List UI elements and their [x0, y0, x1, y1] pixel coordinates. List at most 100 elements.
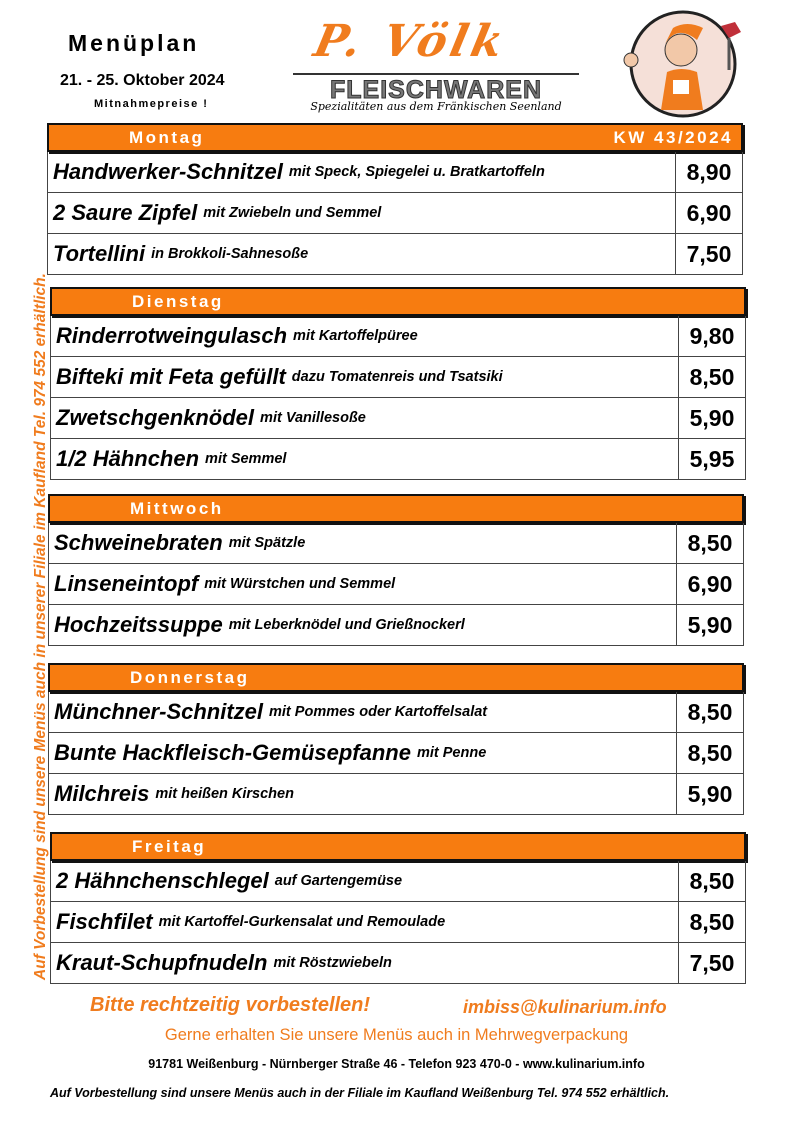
- dish-cell: Fischfilet mit Kartoffel-Gurkensalat und …: [51, 902, 678, 942]
- dish-cell: Hochzeitssuppe mit Leberknödel und Grießn…: [49, 605, 676, 645]
- day-name: Dienstag: [132, 291, 224, 311]
- menu-row: Milchreis mit heißen Kirschen 5,90: [48, 774, 744, 815]
- menu-row: 1/2 Hähnchen mit Semmel 5,95: [50, 439, 746, 480]
- dish-price: 8,50: [678, 861, 745, 901]
- dish-price: 6,90: [676, 564, 743, 604]
- date-range: 21. - 25. Oktober 2024: [60, 72, 225, 89]
- dish-cell: Bunte Hackfleisch-Gemüsepfanne mit Penne: [49, 733, 676, 773]
- day-section-donnerstag: Donnerstag Münchner-Schnitzel mit Pommes o…: [48, 663, 744, 815]
- day-header: Montag KW 43/2024: [47, 123, 743, 152]
- menu-row: Kraut-Schupfnudeln mit Röstzwiebeln 7,50: [50, 943, 746, 984]
- dish-cell: Linseneintopf mit Würstchen und Semmel: [49, 564, 676, 604]
- address-line: 91781 Weißenburg - Nürnberger Straße 46 …: [148, 1057, 645, 1071]
- logo-tagline: Spezialitäten aus dem Fränkischen Seenla…: [310, 100, 562, 113]
- dish-cell: Tortellini in Brokkoli-Sahnesoße: [48, 234, 675, 274]
- dish-name: Fischfilet: [56, 909, 153, 934]
- dish-name: 2 Saure Zipfel: [53, 200, 198, 225]
- dish-price: 7,50: [675, 234, 742, 274]
- menu-row: Schweinebraten mit Spätzle 8,50: [48, 523, 744, 564]
- dish-name: Bunte Hackfleisch-Gemüsepfanne: [54, 740, 411, 765]
- dish-name: Milchreis: [54, 781, 150, 806]
- menu-row: 2 Hähnchenschlegel auf Gartengemüse 8,50: [50, 861, 746, 902]
- dish-name: Linseneintopf: [54, 571, 199, 596]
- day-name: Mittwoch: [130, 498, 224, 518]
- logo-brand: FLEISCHWAREN: [330, 76, 542, 105]
- dish-price: 8,50: [676, 523, 743, 563]
- dish-name: 2 Hähnchenschlegel: [56, 868, 269, 893]
- dish-name: Kraut-Schupfnudeln: [56, 950, 268, 975]
- page-title: Menüplan: [68, 30, 200, 56]
- dish-description: mit Kartoffel-Gurkensalat und Remoulade: [158, 914, 446, 930]
- day-section-montag: Montag KW 43/2024 Handwerker-Schnitzel mit …: [47, 123, 743, 275]
- dish-description: auf Gartengemüse: [274, 873, 403, 889]
- dish-cell: Münchner-Schnitzel mit Pommes oder Kartof…: [49, 692, 676, 732]
- day-header: Dienstag: [50, 287, 746, 316]
- dish-description: mit Vanillesoße: [260, 410, 366, 426]
- logo-script: P. Völk: [309, 16, 512, 67]
- menu-row: Hochzeitssuppe mit Leberknödel und Grießn…: [48, 605, 744, 646]
- dish-description: mit Penne: [416, 745, 487, 761]
- dish-name: Bifteki mit Feta gefüllt: [56, 364, 286, 389]
- dish-cell: Kraut-Schupfnudeln mit Röstzwiebeln: [51, 943, 678, 983]
- day-section-mittwoch: Mittwoch Schweinebraten mit Spätzle 8,50 Lin…: [48, 494, 744, 646]
- dish-name: Zwetschgenknödel: [56, 405, 255, 430]
- dish-cell: Bifteki mit Feta gefüllt dazu Tomatenreis…: [51, 357, 678, 397]
- dish-name: Handwerker-Schnitzel: [53, 159, 283, 184]
- menu-row: Fischfilet mit Kartoffel-Gurkensalat und …: [50, 902, 746, 943]
- dish-description: in Brokkoli-Sahnesoße: [151, 246, 309, 262]
- dish-price: 8,50: [676, 733, 743, 773]
- day-header: Mittwoch: [48, 494, 744, 523]
- day-name: Montag: [129, 127, 205, 147]
- dish-description: mit Röstzwiebeln: [273, 955, 392, 971]
- dish-description: mit Kartoffelpüree: [293, 328, 418, 344]
- menu-row: Bifteki mit Feta gefüllt dazu Tomatenreis…: [50, 357, 746, 398]
- day-header: Donnerstag: [48, 663, 744, 692]
- dish-cell: Schweinebraten mit Spätzle: [49, 523, 676, 563]
- dish-description: mit Semmel: [205, 451, 287, 467]
- menu-row: Linseneintopf mit Würstchen und Semmel 6,9…: [48, 564, 744, 605]
- day-name: Freitag: [132, 836, 207, 856]
- dish-cell: 1/2 Hähnchen mit Semmel: [51, 439, 678, 479]
- dish-name: Münchner-Schnitzel: [54, 699, 264, 724]
- email-link[interactable]: imbiss@kulinarium.info: [463, 997, 667, 1017]
- dish-price: 5,90: [676, 774, 743, 814]
- reusable-note: Gerne erhalten Sie unsere Menüs auch in …: [164, 1026, 629, 1044]
- dish-name: Tortellini: [53, 241, 146, 266]
- dish-price: 7,50: [678, 943, 745, 983]
- dish-price: 6,90: [675, 193, 742, 233]
- dish-description: mit Zwiebeln und Semmel: [203, 205, 382, 221]
- dish-price: 8,50: [676, 692, 743, 732]
- menu-row: Zwetschgenknödel mit Vanillesoße 5,90: [50, 398, 746, 439]
- dish-description: mit Speck, Spiegelei u. Bratkartoffeln: [288, 164, 545, 180]
- menu-row: Bunte Hackfleisch-Gemüsepfanne mit Penne 8…: [48, 733, 744, 774]
- dish-name: 1/2 Hähnchen: [56, 446, 200, 471]
- dish-description: mit Würstchen und Semmel: [204, 576, 396, 592]
- dish-price: 5,90: [676, 605, 743, 645]
- day-name: Donnerstag: [130, 667, 250, 687]
- dish-name: Hochzeitssuppe: [54, 612, 223, 637]
- kaufland-note: Auf Vorbestellung sind unsere Menüs auch…: [50, 1086, 670, 1100]
- price-note: Mitnahmepreise !: [94, 98, 209, 110]
- dish-cell: 2 Saure Zipfel mit Zwiebeln und Semmel: [48, 193, 675, 233]
- day-section-dienstag: Dienstag Rinderrotweingulasch mit Kartoffe…: [50, 287, 746, 480]
- dish-cell: Rinderrotweingulasch mit Kartoffelpüree: [51, 316, 678, 356]
- dish-price: 5,90: [678, 398, 745, 438]
- menu-row: Rinderrotweingulasch mit Kartoffelpüree 9,…: [50, 316, 746, 357]
- menu-row: Münchner-Schnitzel mit Pommes oder Kartof…: [48, 692, 744, 733]
- dish-cell: Handwerker-Schnitzel mit Speck, Spiegelei…: [48, 152, 675, 192]
- preorder-note: Bitte rechtzeitig vorbestellen!: [90, 994, 371, 1016]
- dish-description: mit Pommes oder Kartoffelsalat: [269, 704, 488, 720]
- dish-description: mit Leberknödel und Grießnockerl: [228, 617, 465, 633]
- dish-description: mit Spätzle: [228, 535, 306, 551]
- dish-name: Schweinebraten: [54, 530, 223, 555]
- dish-cell: 2 Hähnchenschlegel auf Gartengemüse: [51, 861, 678, 901]
- dish-description: mit heißen Kirschen: [155, 786, 294, 802]
- logo-divider: [293, 73, 579, 75]
- menu-row: Handwerker-Schnitzel mit Speck, Spiegelei…: [47, 152, 743, 193]
- butcher-mascot-icon: [623, 10, 741, 118]
- dish-price: 8,50: [678, 902, 745, 942]
- dish-price: 5,95: [678, 439, 745, 479]
- dish-price: 8,50: [678, 357, 745, 397]
- day-section-freitag: Freitag 2 Hähnchenschlegel auf Gartengemüs…: [50, 832, 746, 984]
